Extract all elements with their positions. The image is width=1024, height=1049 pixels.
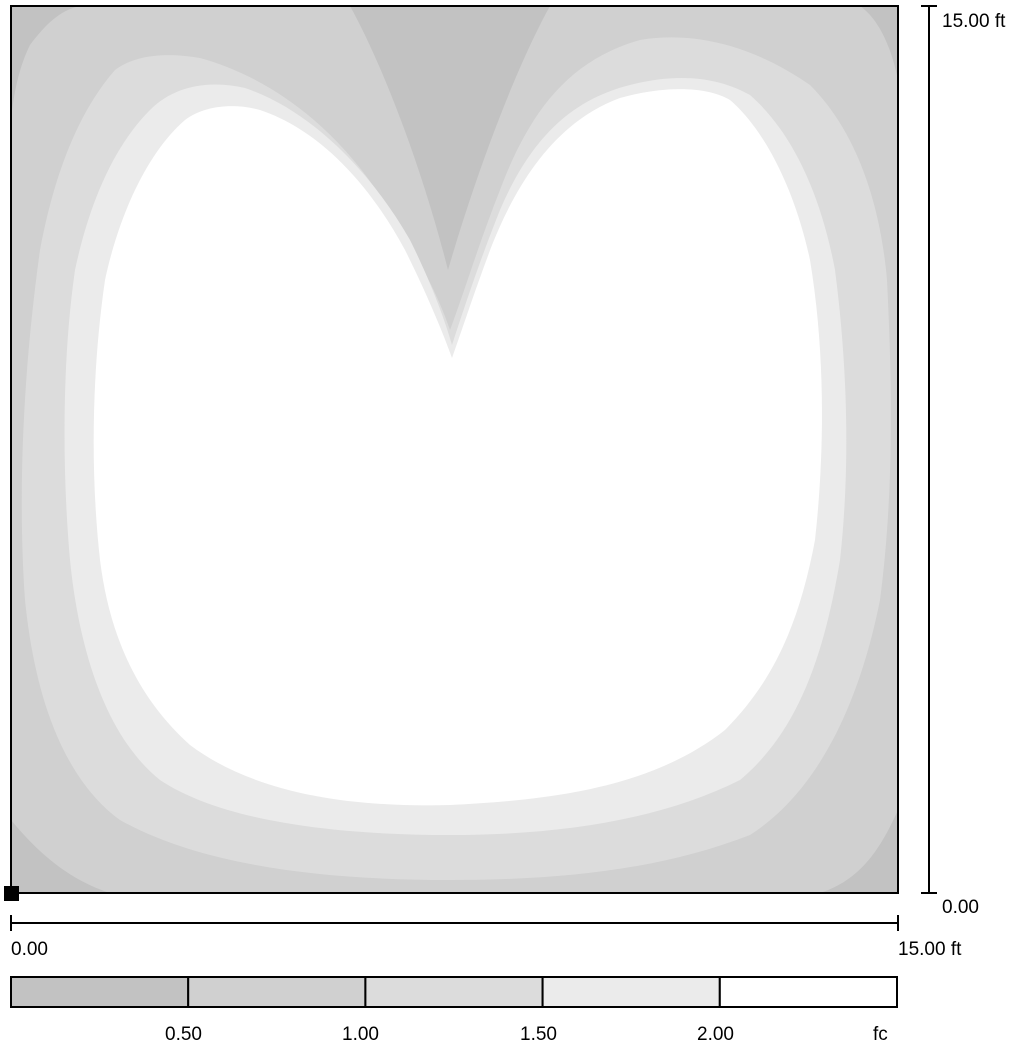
y-scale-min-label: 0.00 (942, 897, 979, 918)
legend-level-label: 1.50 (520, 1024, 557, 1045)
legend-level-label: 0.50 (165, 1024, 202, 1045)
plot-area-frame (10, 5, 899, 894)
x-scale-max-label: 15.00 ft (898, 939, 962, 960)
legend-swatch (718, 976, 898, 1008)
legend-unit-label: fc (873, 1024, 888, 1045)
legend-swatches (10, 976, 898, 1008)
x-scale-min-label: 0.00 (11, 939, 48, 960)
origin-marker (4, 886, 19, 901)
legend-swatch (10, 976, 190, 1008)
legend-swatch (187, 976, 367, 1008)
band-above-2-00 (93, 89, 822, 806)
legend-swatch (541, 976, 721, 1008)
x-scale-bar (10, 915, 899, 931)
legend-level-label: 2.00 (697, 1024, 734, 1045)
legend-swatch (364, 976, 544, 1008)
legend-level-label: 1.00 (342, 1024, 379, 1045)
contour-bands (11, 6, 898, 893)
y-scale-bar (921, 5, 937, 894)
y-scale-max-label: 15.00 ft (942, 11, 1006, 32)
